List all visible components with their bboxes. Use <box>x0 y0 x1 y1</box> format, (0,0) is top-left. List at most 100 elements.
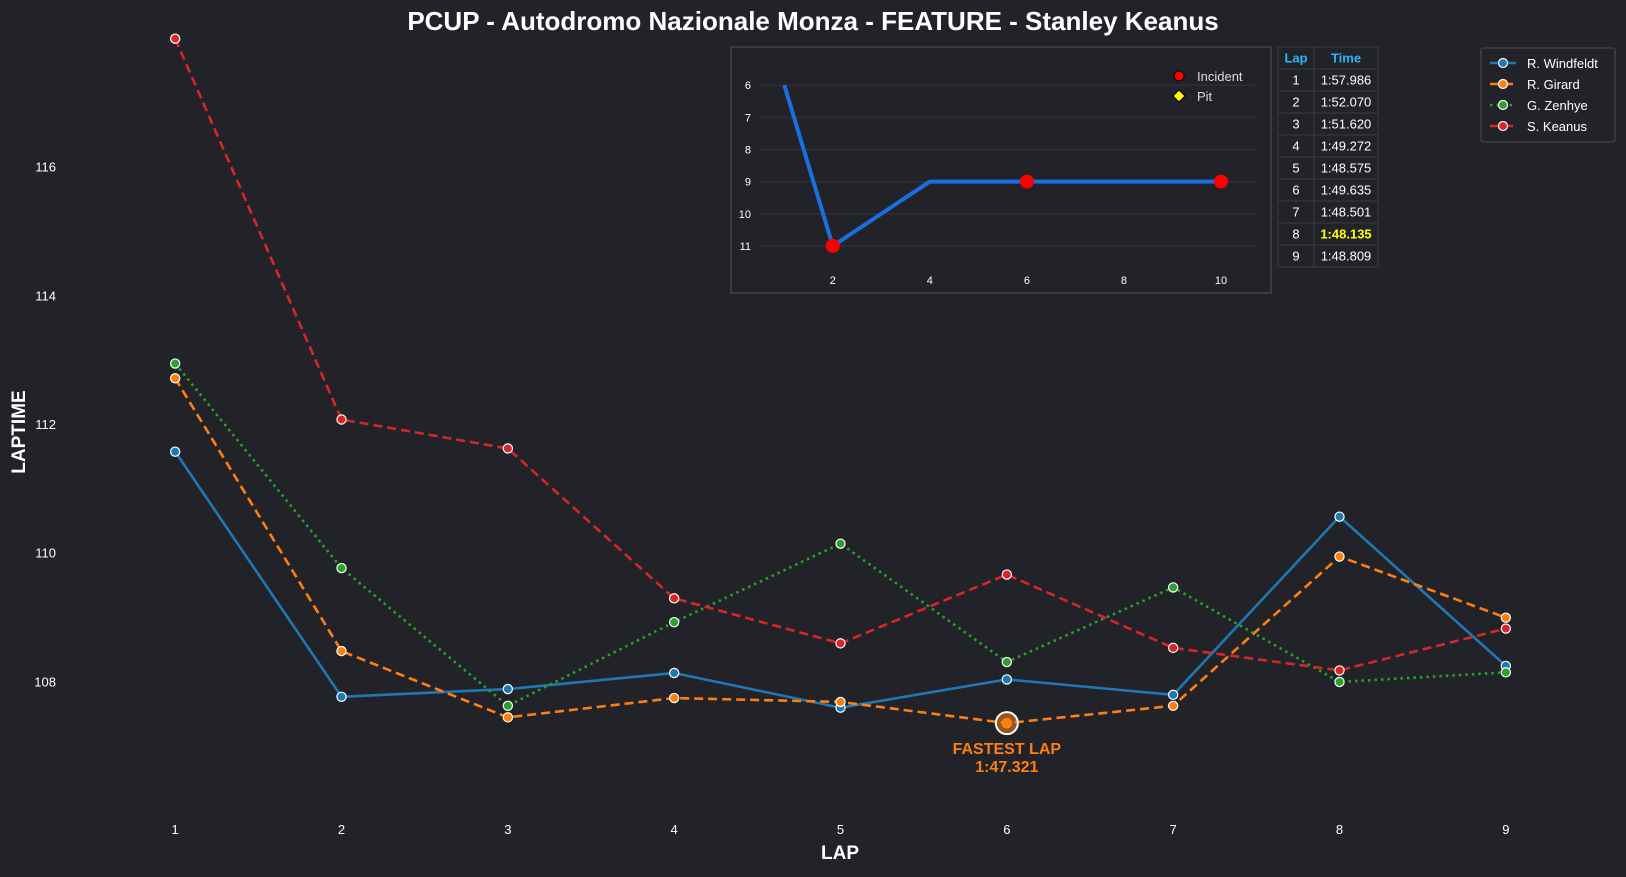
y-tick-labels: 108 110 112 114 116 <box>34 160 56 690</box>
series-legend: R. Windfeldt R. Girard G. Zenhye S. Keanus <box>1480 47 1616 143</box>
data-point <box>1334 511 1345 522</box>
data-point <box>1334 551 1345 562</box>
inset-y-tick-label: 9 <box>745 177 751 189</box>
table-value: 7 <box>1292 205 1299 220</box>
inset-legend-pit-marker <box>1172 89 1186 103</box>
legend-label: S. Keanus <box>1527 119 1587 134</box>
inset-legend-label: Incident <box>1197 69 1243 84</box>
table-value: 5 <box>1292 161 1299 176</box>
data-point <box>169 446 181 457</box>
data-point <box>1334 676 1345 688</box>
table-header-cell: Time <box>1331 51 1361 66</box>
data-point <box>668 616 680 628</box>
legend-label: G. Zenhye <box>1527 98 1588 113</box>
inset-incident-point <box>1019 174 1034 189</box>
fastest-lap-label: FASTEST LAP <box>953 741 1062 758</box>
legend-label: R. Girard <box>1527 77 1580 92</box>
data-point <box>1500 612 1512 623</box>
table-header-cell: Lap <box>1284 51 1307 66</box>
inset-x-tick-label: 10 <box>1215 275 1227 287</box>
data-point <box>169 33 181 44</box>
data-point <box>835 538 846 549</box>
legend-marker <box>1497 120 1509 132</box>
inset-y-tick-label: 7 <box>745 112 751 124</box>
table-value: 1:48.135 <box>1320 227 1371 242</box>
inset-y-tick-label: 11 <box>740 241 751 253</box>
data-point <box>835 696 846 708</box>
series-layer <box>169 33 1512 729</box>
table-value: 1:51.620 <box>1321 117 1372 132</box>
legend-marker <box>1497 57 1509 69</box>
table-value: 1:49.635 <box>1321 183 1372 198</box>
inset-y-tick-label: 10 <box>739 209 751 221</box>
data-point <box>1001 569 1013 580</box>
data-point <box>1167 700 1179 711</box>
legend-marker <box>1497 99 1509 111</box>
table-value: 3 <box>1292 117 1299 132</box>
data-point <box>1334 665 1345 676</box>
data-point <box>1001 656 1013 668</box>
inset-x-tick-label: 8 <box>1121 275 1127 287</box>
y-axis-label: LAPTIME <box>9 390 30 473</box>
y-tick-label: 108 <box>34 674 56 689</box>
data-point <box>835 638 846 649</box>
inset-y-tick-label: 8 <box>745 144 751 156</box>
data-point <box>1001 674 1013 685</box>
y-tick-label: 110 <box>35 546 56 561</box>
data-point <box>336 414 347 425</box>
table-value: 1:48.501 <box>1321 205 1372 220</box>
x-tick-label: 4 <box>671 822 678 837</box>
x-tick-labels: 1 2 3 4 5 6 7 8 9 <box>172 822 1510 837</box>
table-value: 1:57.986 <box>1321 73 1372 88</box>
table-value: 9 <box>1292 249 1299 264</box>
data-point <box>502 700 514 711</box>
table-value: 1:48.809 <box>1321 249 1372 264</box>
table-value: 2 <box>1292 95 1299 110</box>
data-point <box>668 692 680 704</box>
table-value: 1 <box>1292 73 1299 88</box>
position-inset: 6 7 8 9 10 11 2 4 6 8 10 Incident Pit <box>730 46 1272 294</box>
data-point <box>336 562 347 574</box>
inset-incident-point <box>825 238 840 253</box>
y-tick-label: 112 <box>35 417 56 432</box>
x-tick-label: 7 <box>1170 822 1177 837</box>
table-value: 4 <box>1292 139 1299 154</box>
table-value: 1:52.070 <box>1321 95 1372 110</box>
data-point <box>502 443 514 454</box>
table-value: 1:48.575 <box>1321 161 1372 176</box>
inset-x-tick-label: 6 <box>1024 275 1030 287</box>
inset-incident-point <box>1214 174 1229 189</box>
chart-title: PCUP - Autodromo Nazionale Monza - FEATU… <box>407 6 1218 36</box>
lap-times-table: Lap Time 1 1:57.986 2 1:52.070 3 1:51.620 4 1:49.… <box>1277 46 1379 268</box>
inset-position-line <box>782 84 1222 248</box>
data-point <box>502 683 514 695</box>
x-tick-label: 8 <box>1336 822 1343 837</box>
data-point <box>1500 667 1512 678</box>
x-axis-label: LAP <box>821 843 859 864</box>
x-tick-label: 1 <box>172 822 179 837</box>
data-point <box>1167 689 1179 701</box>
x-tick-label: 9 <box>1502 822 1509 837</box>
inset-x-tick-label: 2 <box>830 275 836 287</box>
table-value: 6 <box>1292 183 1299 198</box>
inset-y-tick-label: 6 <box>745 80 751 92</box>
x-tick-label: 5 <box>837 822 844 837</box>
legend-label: R. Windfeldt <box>1527 56 1598 71</box>
legend-marker <box>1497 78 1509 90</box>
table-value: 8 <box>1292 227 1299 242</box>
table-value: 1:49.272 <box>1321 139 1372 154</box>
x-tick-label: 2 <box>338 822 345 837</box>
legend-frame <box>1480 47 1616 143</box>
data-point <box>668 667 680 679</box>
data-point <box>169 358 181 369</box>
data-point <box>668 593 680 604</box>
x-tick-label: 3 <box>504 822 511 837</box>
data-point <box>502 712 514 723</box>
data-point <box>1167 582 1179 593</box>
data-point <box>1167 642 1179 654</box>
data-point <box>1500 623 1512 634</box>
y-tick-label: 116 <box>35 160 56 175</box>
data-point <box>336 645 347 657</box>
